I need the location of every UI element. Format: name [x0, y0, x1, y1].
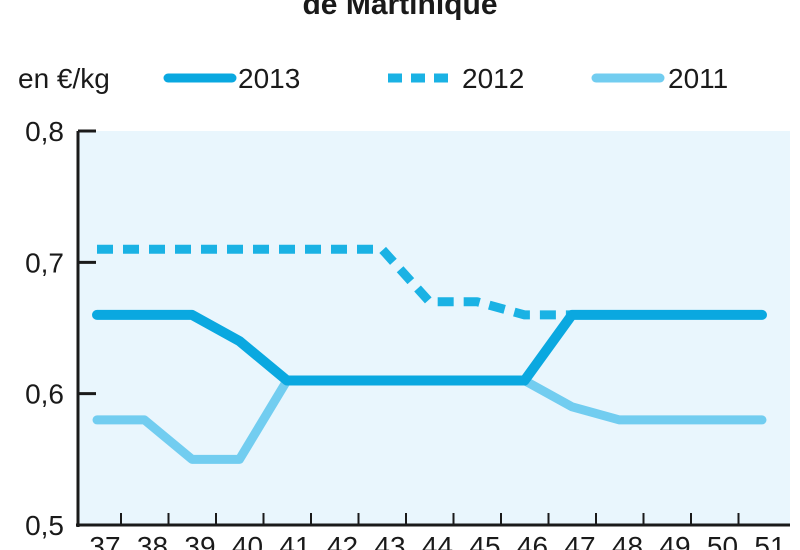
x-tick-label: 48: [612, 531, 643, 550]
legend-label-2012: 2012: [462, 63, 524, 94]
x-tick-label: 49: [659, 531, 690, 550]
legend-label-2011: 2011: [668, 63, 728, 94]
legend: 2013 2012 2011: [163, 63, 728, 94]
x-tick-label: 40: [232, 531, 263, 550]
x-tick-label: 37: [89, 531, 120, 550]
x-tick-label: 44: [422, 531, 453, 550]
plot-area: [78, 131, 790, 525]
series-layer: [92, 244, 767, 464]
x-axis-ticks: 37 38 39 40 41 42 43 44 45 46 47 48 49 50 51: [89, 513, 786, 550]
x-tick-label: 43: [374, 531, 405, 550]
x-tick-label: 39: [184, 531, 215, 550]
y-axis-ticks: 0,5 0,6 0,7 0,8: [25, 116, 96, 541]
x-tick-label: 47: [564, 531, 595, 550]
y-axis-unit-label: en €/kg: [18, 63, 110, 94]
x-tick-label: 50: [707, 531, 738, 550]
series-line-2013: [92, 309, 767, 386]
x-tick-label: 42: [327, 531, 358, 550]
x-tick-label: 41: [279, 531, 310, 550]
y-tick-label: 0,6: [25, 379, 64, 410]
x-tick-label: 45: [469, 531, 500, 550]
chart-title: de Martinique: [302, 0, 497, 21]
y-tick-label: 0,7: [25, 247, 64, 278]
x-tick-label: 38: [137, 531, 168, 550]
y-tick-label: 0,5: [25, 510, 64, 541]
y-tick-label: 0,8: [25, 116, 64, 147]
x-tick-label: 51: [754, 531, 785, 550]
legend-label-2013: 2013: [238, 63, 300, 94]
x-tick-label: 46: [517, 531, 548, 550]
